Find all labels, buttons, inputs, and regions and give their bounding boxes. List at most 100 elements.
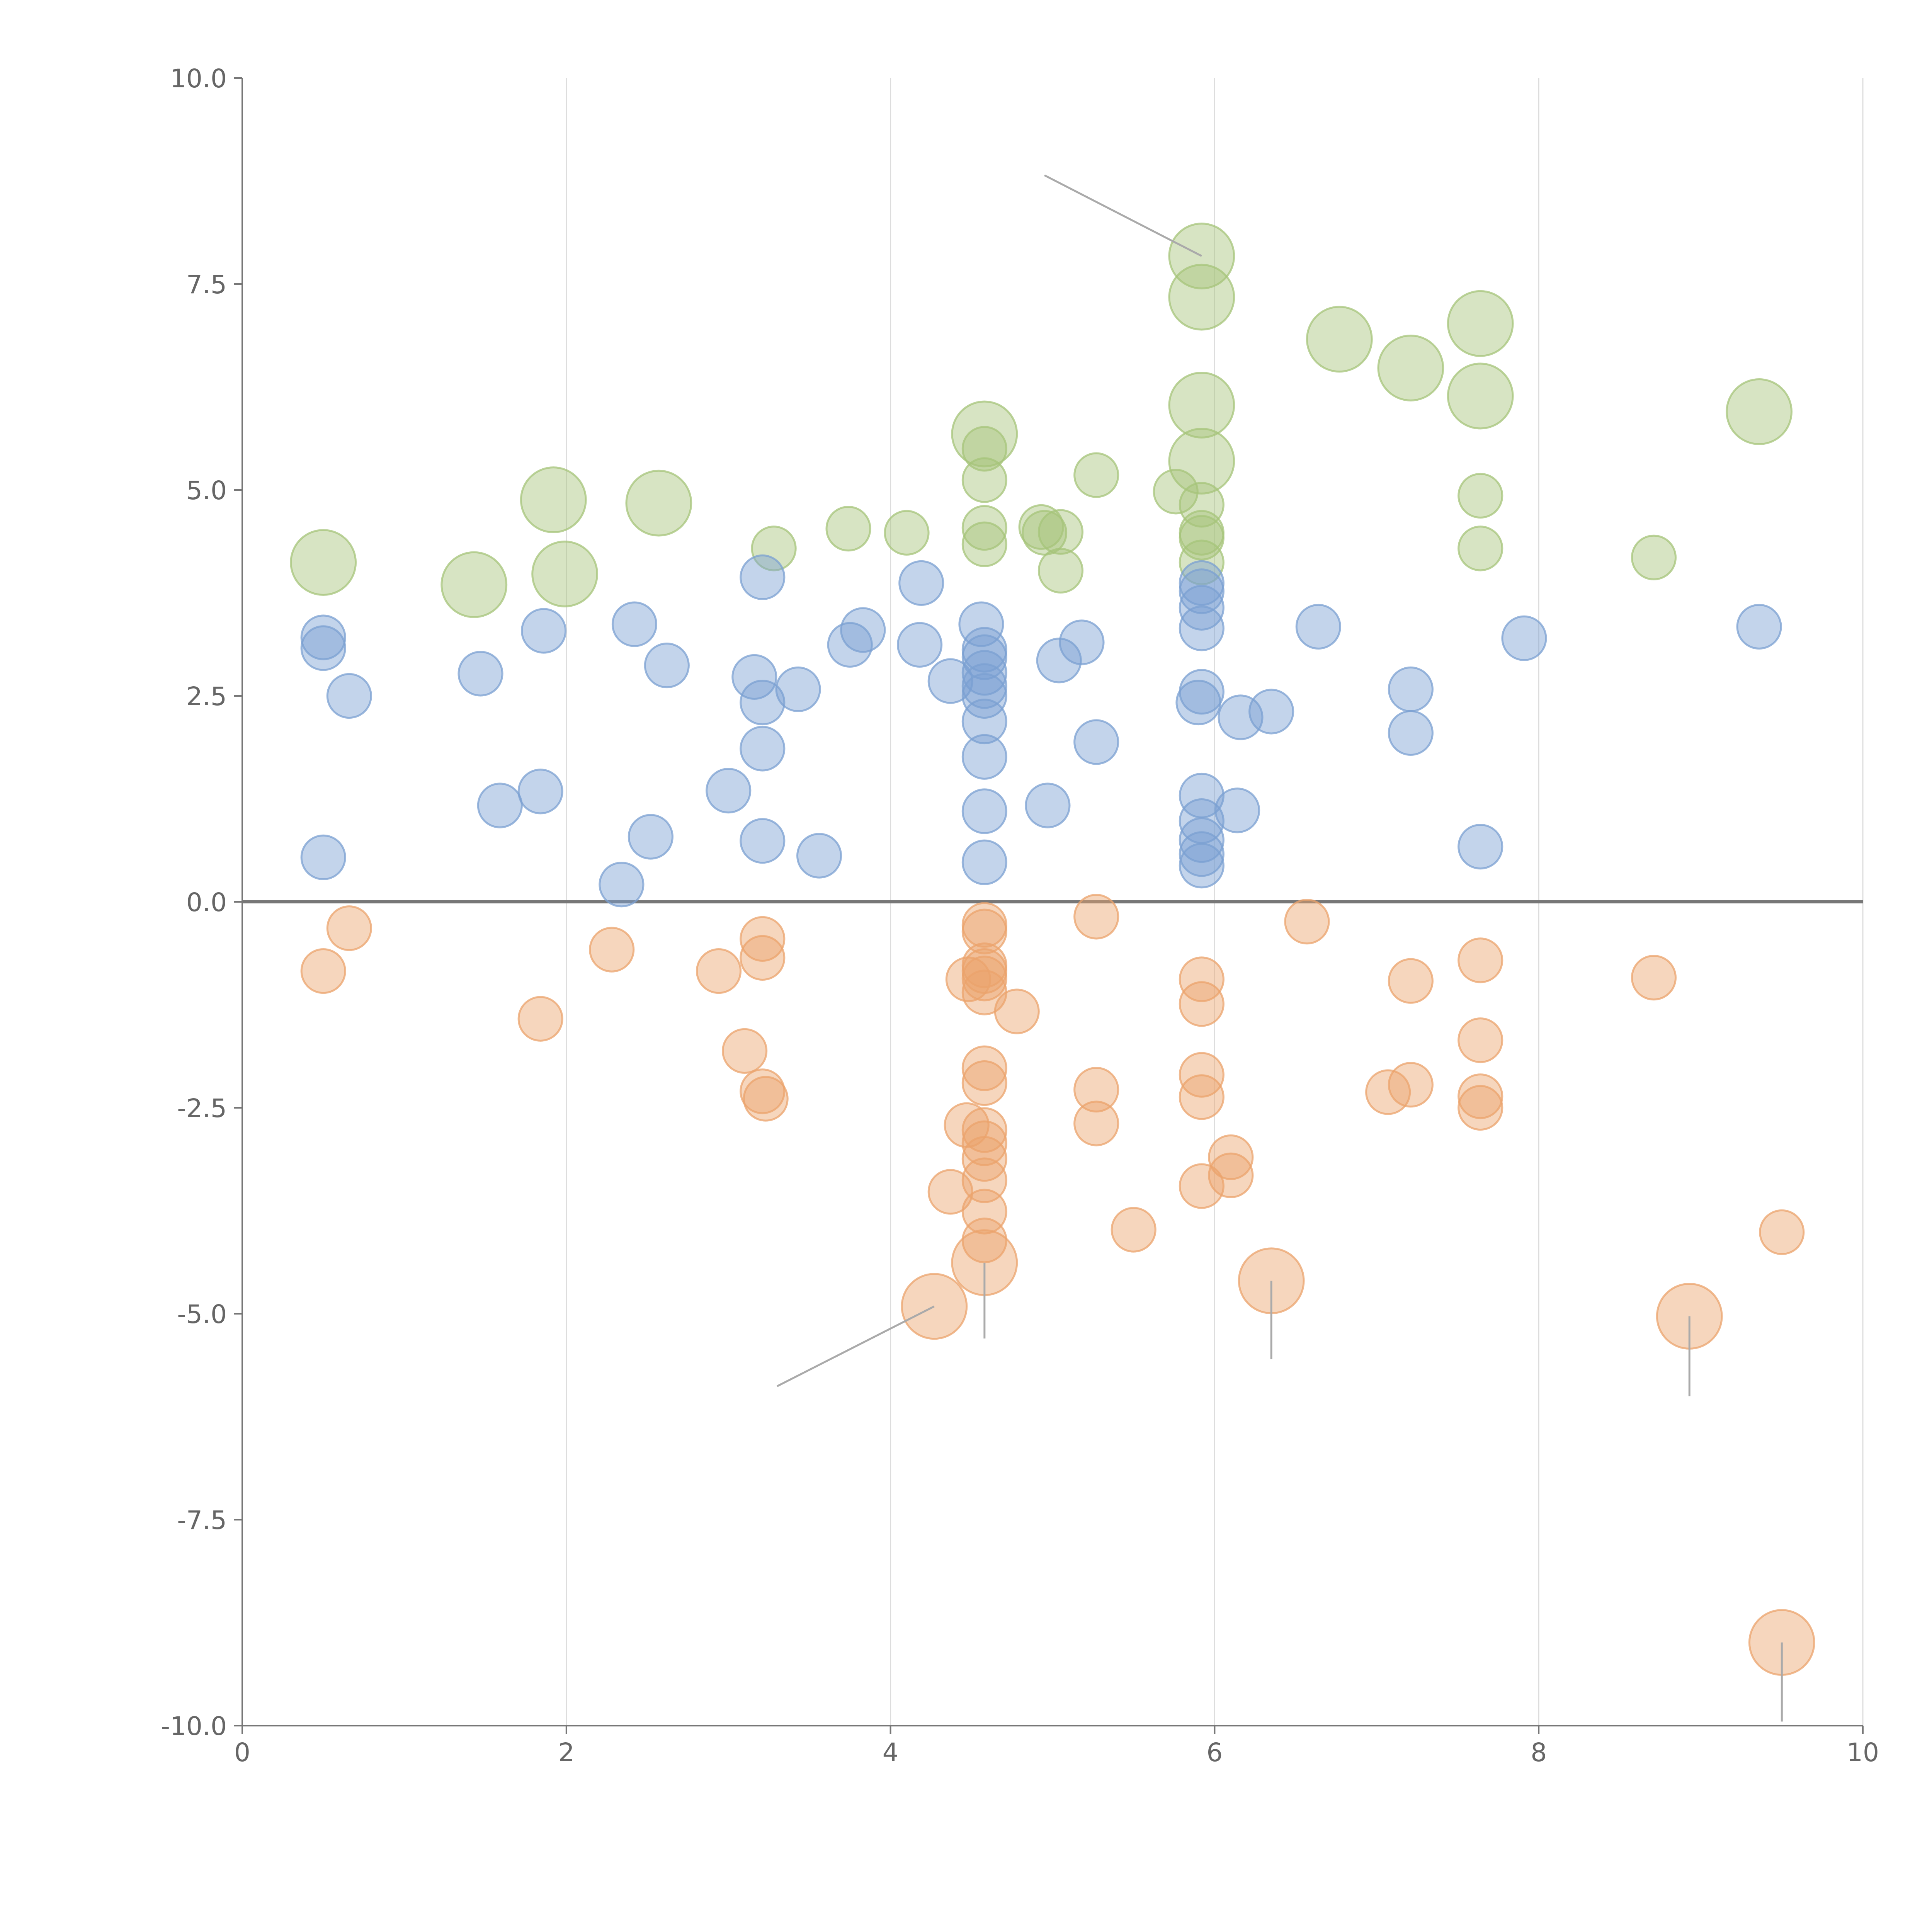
- data-point: [951, 400, 1018, 468]
- data-point: [961, 788, 1007, 834]
- data-point: [775, 666, 821, 713]
- data-point: [740, 726, 786, 772]
- leader-line: [776, 1305, 935, 1387]
- y-tick-label: 10.0: [170, 64, 227, 94]
- data-point: [898, 560, 944, 606]
- data-point: [1153, 469, 1199, 515]
- data-point: [751, 526, 797, 571]
- y-tick-label: 2.5: [186, 682, 227, 711]
- data-point: [961, 673, 1007, 719]
- data-point: [897, 622, 943, 668]
- data-point: [1073, 719, 1119, 765]
- data-point: [827, 622, 873, 668]
- data-point: [1073, 452, 1119, 498]
- data-point: [1168, 264, 1235, 331]
- data-point: [1458, 473, 1503, 519]
- data-point: [731, 654, 777, 700]
- y-tick-label: 0.0: [186, 888, 227, 917]
- data-point: [825, 506, 871, 552]
- data-point: [1179, 831, 1225, 877]
- series-2: [300, 894, 1815, 1676]
- data-point: [1208, 1134, 1254, 1180]
- data-points: [290, 223, 1815, 1676]
- data-point: [961, 956, 1007, 1002]
- data-point: [625, 469, 692, 537]
- y-tick-label: -7.5: [177, 1505, 227, 1535]
- data-point: [961, 908, 1007, 954]
- data-point: [1447, 290, 1514, 357]
- data-point: [1168, 371, 1235, 439]
- data-point: [1179, 605, 1225, 651]
- data-point: [722, 1028, 768, 1074]
- data-point: [1726, 378, 1793, 445]
- data-point: [1179, 669, 1225, 715]
- data-point: [961, 902, 1007, 948]
- data-point: [300, 614, 346, 660]
- data-point: [1179, 585, 1225, 631]
- data-point: [520, 466, 587, 533]
- data-point: [927, 1169, 973, 1215]
- data-point: [1179, 843, 1225, 889]
- data-point: [300, 625, 346, 671]
- data-point: [994, 988, 1040, 1034]
- data-point: [521, 608, 567, 654]
- y-tick-label: -5.0: [177, 1299, 227, 1329]
- data-point: [599, 862, 645, 908]
- data-point: [1759, 1209, 1805, 1255]
- data-point: [1059, 619, 1105, 665]
- data-point: [884, 510, 930, 556]
- data-point: [1111, 1207, 1156, 1253]
- x-tick-label: 4: [883, 1738, 899, 1767]
- data-point: [961, 839, 1007, 885]
- data-point: [1179, 1074, 1225, 1120]
- data-point: [300, 834, 346, 880]
- data-point: [1388, 710, 1434, 756]
- data-point: [961, 650, 1007, 696]
- data-point: [740, 1068, 786, 1114]
- x-tick-label: 2: [558, 1738, 575, 1767]
- data-point: [531, 541, 599, 607]
- data-point: [1295, 604, 1341, 650]
- data-point: [796, 833, 842, 879]
- data-point: [961, 734, 1007, 780]
- leader-lines: [776, 174, 1783, 1722]
- data-point: [1073, 1100, 1119, 1146]
- data-point: [1248, 689, 1294, 735]
- data-point: [1073, 894, 1119, 940]
- data-point: [1458, 526, 1503, 571]
- data-point: [1736, 604, 1782, 650]
- data-point: [696, 948, 742, 994]
- data-point: [1458, 1017, 1503, 1063]
- data-point: [961, 1218, 1007, 1264]
- data-point: [1458, 824, 1503, 870]
- data-point: [1631, 534, 1677, 580]
- data-point: [1458, 1073, 1503, 1119]
- data-point: [1377, 335, 1444, 401]
- y-tick-label: 5.0: [186, 476, 227, 505]
- data-point: [1306, 306, 1373, 373]
- series-1: [300, 554, 1782, 908]
- data-point: [1214, 787, 1260, 833]
- data-point: [326, 905, 372, 951]
- data-point: [961, 1120, 1007, 1166]
- data-point: [1073, 1067, 1119, 1113]
- data-point: [840, 607, 886, 653]
- data-point: [706, 768, 752, 814]
- data-point: [517, 996, 563, 1042]
- data-point: [961, 426, 1007, 472]
- data-point: [1179, 482, 1225, 528]
- y-axis-ticks: 10.0 7.5 5.0 2.5 0.0 -2.5 -5.0 -7.5 -10.0: [161, 64, 242, 1741]
- data-point: [1025, 782, 1071, 828]
- y-tick-label: -10.0: [161, 1711, 227, 1741]
- data-point: [740, 916, 786, 962]
- data-point: [1388, 1062, 1434, 1108]
- data-point: [611, 601, 658, 647]
- data-point: [1179, 515, 1225, 561]
- data-point: [1218, 694, 1264, 740]
- data-point: [740, 935, 786, 981]
- data-point: [1631, 955, 1677, 1001]
- data-point: [1501, 615, 1547, 661]
- data-point: [740, 679, 786, 726]
- x-tick-label: 0: [234, 1738, 250, 1767]
